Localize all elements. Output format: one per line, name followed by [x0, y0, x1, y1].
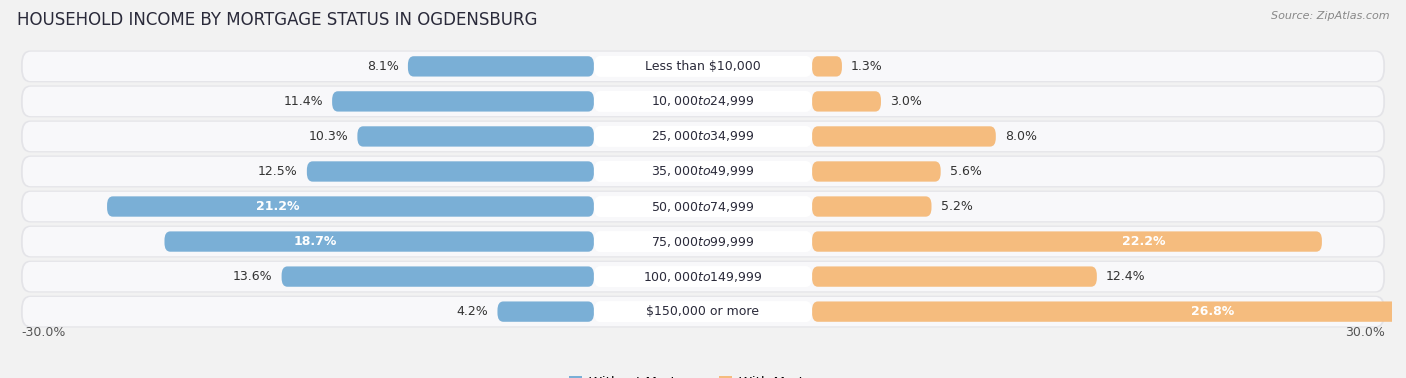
Text: $25,000 to $34,999: $25,000 to $34,999 — [651, 129, 755, 143]
Text: 30.0%: 30.0% — [1346, 326, 1385, 339]
Text: 18.7%: 18.7% — [292, 235, 336, 248]
FancyBboxPatch shape — [22, 262, 1384, 291]
Legend: Without Mortgage, With Mortgage: Without Mortgage, With Mortgage — [569, 376, 837, 378]
Text: 8.0%: 8.0% — [1005, 130, 1038, 143]
FancyBboxPatch shape — [593, 266, 813, 287]
FancyBboxPatch shape — [22, 87, 1384, 116]
Text: HOUSEHOLD INCOME BY MORTGAGE STATUS IN OGDENSBURG: HOUSEHOLD INCOME BY MORTGAGE STATUS IN O… — [17, 11, 537, 29]
FancyBboxPatch shape — [307, 161, 593, 182]
Text: 12.4%: 12.4% — [1107, 270, 1146, 283]
FancyBboxPatch shape — [813, 196, 932, 217]
Text: 5.6%: 5.6% — [950, 165, 981, 178]
FancyBboxPatch shape — [498, 302, 593, 322]
FancyBboxPatch shape — [593, 91, 813, 112]
Text: $100,000 to $149,999: $100,000 to $149,999 — [644, 270, 762, 284]
Text: 8.1%: 8.1% — [367, 60, 399, 73]
Text: 13.6%: 13.6% — [233, 270, 273, 283]
Text: 5.2%: 5.2% — [941, 200, 973, 213]
FancyBboxPatch shape — [813, 266, 1097, 287]
FancyBboxPatch shape — [593, 161, 813, 182]
FancyBboxPatch shape — [165, 231, 593, 252]
FancyBboxPatch shape — [21, 261, 1385, 293]
FancyBboxPatch shape — [21, 296, 1385, 328]
FancyBboxPatch shape — [357, 126, 593, 147]
Text: 1.3%: 1.3% — [851, 60, 883, 73]
Text: $50,000 to $74,999: $50,000 to $74,999 — [651, 200, 755, 214]
FancyBboxPatch shape — [21, 85, 1385, 117]
Text: 12.5%: 12.5% — [257, 165, 298, 178]
Text: 3.0%: 3.0% — [890, 95, 922, 108]
Text: Source: ZipAtlas.com: Source: ZipAtlas.com — [1271, 11, 1389, 21]
Text: Less than $10,000: Less than $10,000 — [645, 60, 761, 73]
FancyBboxPatch shape — [281, 266, 593, 287]
FancyBboxPatch shape — [21, 121, 1385, 152]
FancyBboxPatch shape — [22, 192, 1384, 221]
FancyBboxPatch shape — [332, 91, 593, 112]
FancyBboxPatch shape — [813, 126, 995, 147]
FancyBboxPatch shape — [21, 155, 1385, 187]
FancyBboxPatch shape — [593, 56, 813, 77]
Text: 10.3%: 10.3% — [308, 130, 349, 143]
Text: 22.2%: 22.2% — [1122, 235, 1166, 248]
Text: 21.2%: 21.2% — [256, 200, 299, 213]
Text: -30.0%: -30.0% — [21, 326, 65, 339]
FancyBboxPatch shape — [813, 56, 842, 76]
FancyBboxPatch shape — [813, 161, 941, 182]
FancyBboxPatch shape — [22, 297, 1384, 326]
Text: 11.4%: 11.4% — [284, 95, 323, 108]
Text: 4.2%: 4.2% — [457, 305, 488, 318]
FancyBboxPatch shape — [21, 226, 1385, 257]
FancyBboxPatch shape — [593, 126, 813, 147]
FancyBboxPatch shape — [22, 52, 1384, 81]
FancyBboxPatch shape — [813, 302, 1406, 322]
FancyBboxPatch shape — [593, 301, 813, 322]
FancyBboxPatch shape — [593, 231, 813, 252]
FancyBboxPatch shape — [21, 191, 1385, 223]
FancyBboxPatch shape — [107, 196, 593, 217]
Text: $150,000 or more: $150,000 or more — [647, 305, 759, 318]
FancyBboxPatch shape — [408, 56, 593, 76]
FancyBboxPatch shape — [22, 122, 1384, 151]
FancyBboxPatch shape — [593, 196, 813, 217]
FancyBboxPatch shape — [21, 50, 1385, 82]
Text: 26.8%: 26.8% — [1191, 305, 1233, 318]
Text: $10,000 to $24,999: $10,000 to $24,999 — [651, 94, 755, 108]
FancyBboxPatch shape — [22, 227, 1384, 256]
FancyBboxPatch shape — [22, 157, 1384, 186]
FancyBboxPatch shape — [813, 91, 882, 112]
FancyBboxPatch shape — [813, 231, 1322, 252]
Text: $75,000 to $99,999: $75,000 to $99,999 — [651, 235, 755, 249]
Text: $35,000 to $49,999: $35,000 to $49,999 — [651, 164, 755, 178]
